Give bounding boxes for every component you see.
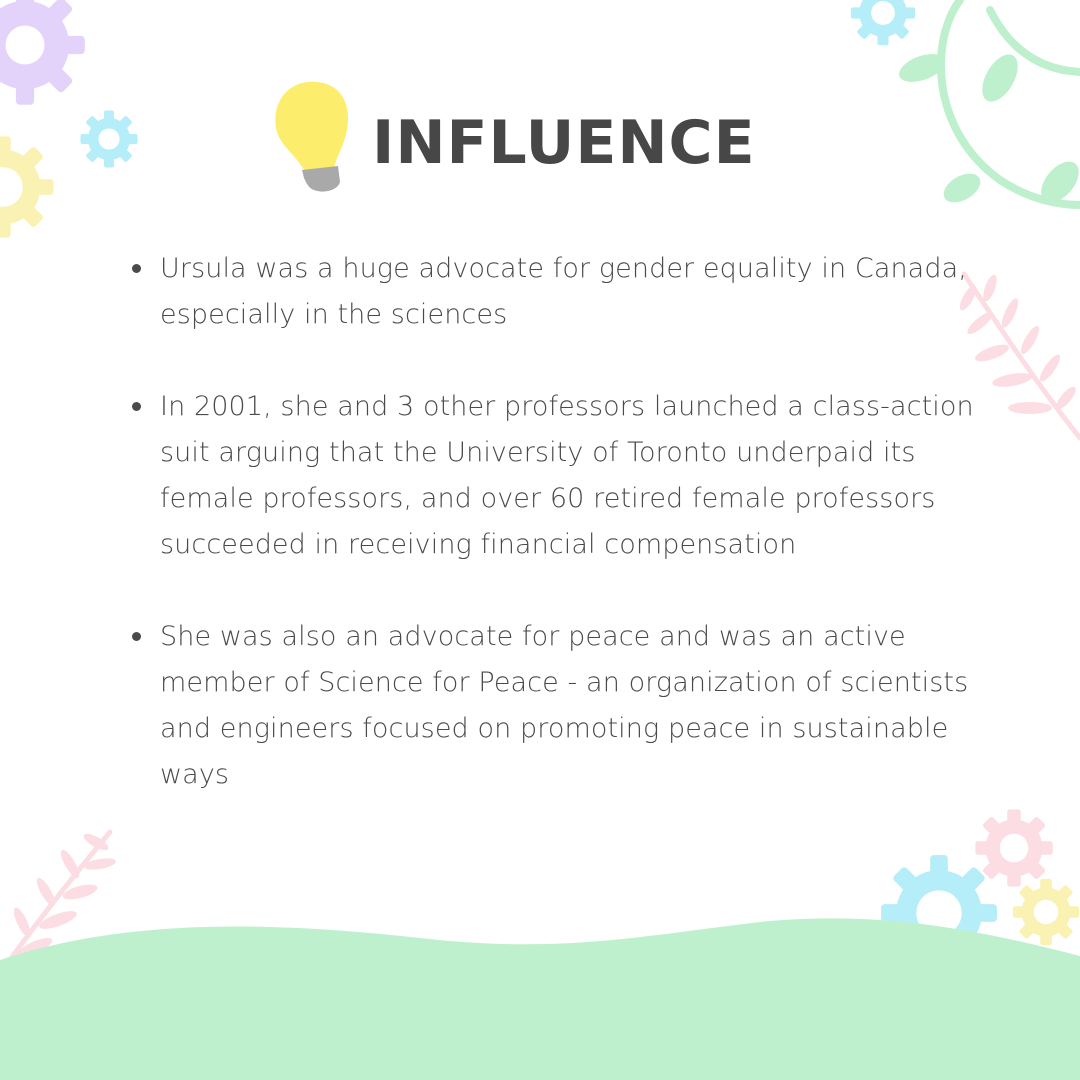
- list-item-text: Ursula was a huge advocate for gender eq…: [160, 253, 967, 330]
- list-item-text: In 2001, she and 3 other professors laun…: [160, 391, 974, 560]
- leaf-branch-icon: [1, 829, 116, 971]
- list-item-text: She was also an advocate for peace and w…: [160, 621, 969, 790]
- list-item: In 2001, she and 3 other professors laun…: [132, 384, 982, 568]
- green-hill-background: [0, 918, 1080, 1080]
- page-title: INFLUENCE: [372, 108, 756, 178]
- bullet-dot: [132, 264, 141, 273]
- list-item: She was also an advocate for peace and w…: [132, 614, 982, 798]
- gear-icon: [1012, 878, 1080, 946]
- list-item: Ursula was a huge advocate for gender eq…: [132, 246, 982, 338]
- bullet-dot: [132, 402, 141, 411]
- gear-icon: [0, 136, 54, 238]
- title-row: INFLUENCE: [268, 78, 756, 196]
- lightbulb-icon: [275, 81, 348, 192]
- gear-icon: [80, 110, 138, 168]
- gear-icon: [0, 0, 85, 105]
- bullet-list: Ursula was a huge advocate for gender eq…: [132, 246, 982, 844]
- gear-icon: [975, 809, 1053, 887]
- vine-icon: [899, 0, 1080, 209]
- bullet-dot: [132, 632, 141, 641]
- leaf-branch-icon: [959, 271, 1080, 441]
- gear-icon: [850, 0, 916, 46]
